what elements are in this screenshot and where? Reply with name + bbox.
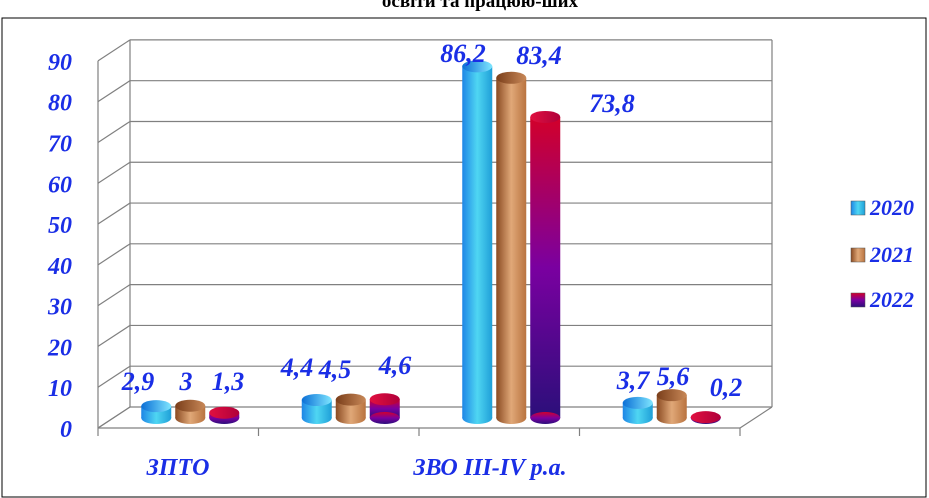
- bar-top-2022: [530, 110, 561, 123]
- bar-base-2021: [335, 412, 366, 424]
- x-category-label: ЗПТО: [146, 455, 210, 481]
- bar-2020: [462, 66, 493, 418]
- y-tick-label: 60: [48, 172, 72, 198]
- bar-top-2021: [496, 71, 527, 84]
- chart-title: освіти та працюю-ших: [382, 0, 579, 12]
- grid-line-slant: [97, 284, 131, 307]
- legend: 2020 2021 2022: [850, 195, 914, 312]
- grid-line-slant: [97, 324, 131, 347]
- bar-base-2021: [656, 412, 687, 424]
- data-label: 3,7: [616, 366, 651, 395]
- grid-line-slant: [97, 365, 131, 388]
- bar-2021: [496, 77, 527, 418]
- bar-base-2020: [141, 412, 172, 424]
- bar-top-2022: [209, 406, 240, 419]
- bar-top-2021: [335, 393, 366, 406]
- grid-line-slant: [97, 120, 131, 143]
- floor-right-edge: [739, 406, 773, 429]
- data-label: 83,4: [516, 41, 562, 70]
- y-tick-label: 20: [47, 335, 72, 361]
- y-tick-label: 90: [48, 50, 72, 76]
- data-label: 86,2: [440, 39, 486, 68]
- y-tick-label: 10: [48, 376, 72, 402]
- grid-line-slant: [97, 161, 131, 184]
- x-category-label: ЗВО III-IV р.а.: [412, 455, 566, 481]
- y-tick-label: 70: [48, 131, 72, 157]
- grid-line-slant: [97, 80, 131, 103]
- bar-base-2022: [530, 412, 561, 424]
- legend-swatch-2021: [850, 247, 866, 263]
- data-label: 0,2: [710, 373, 743, 402]
- y-tick-label: 50: [48, 213, 72, 239]
- y-tick-label: 40: [47, 254, 72, 280]
- data-label: 3: [179, 367, 193, 396]
- data-label: 4,5: [318, 355, 352, 384]
- legend-label: 2020: [869, 195, 914, 220]
- data-label: 1,3: [212, 367, 245, 396]
- data-label: 5,6: [657, 362, 690, 391]
- bar-base-2020: [462, 412, 493, 424]
- bar-top-2020: [301, 394, 332, 407]
- bar-base-2022: [369, 412, 400, 424]
- legend-label: 2021: [869, 242, 914, 267]
- grid-line-slant: [97, 39, 131, 62]
- bar-top-2020: [141, 400, 172, 413]
- axes: 0 10 20 30 40 50 60 70 80 90 ЗПТО ЗВО III-IV р.а.: [47, 39, 773, 481]
- data-label: 2,9: [121, 367, 155, 396]
- floor-left-edge: [97, 406, 131, 429]
- legend-swatch-2020: [850, 200, 866, 216]
- bars: [141, 60, 721, 424]
- legend-swatch-2022: [850, 292, 866, 308]
- y-tick-label: 0: [60, 417, 72, 443]
- bar-base-2021: [175, 412, 206, 424]
- bar-2022: [530, 116, 561, 419]
- bar-top-2021: [175, 399, 206, 412]
- data-label: 73,8: [589, 89, 635, 118]
- bar-base-2020: [622, 412, 653, 424]
- bar-base-2021: [496, 412, 527, 424]
- bar-top-2022: [369, 393, 400, 406]
- grid-line-slant: [97, 202, 131, 225]
- data-label: 4,6: [378, 351, 412, 380]
- data-labels: 2,9 4,4 86,2 3,7 3 4,5 83,4 5,6 1,3 4,6 73,8 0,2: [121, 39, 743, 402]
- bar-base-2020: [301, 412, 332, 424]
- data-label: 4,4: [280, 353, 314, 382]
- legend-label: 2022: [869, 287, 914, 312]
- bar-top-2021: [656, 389, 687, 402]
- y-tick-label: 30: [47, 295, 72, 321]
- bar-top-2022: [690, 411, 721, 424]
- grid-line-slant: [97, 243, 131, 266]
- bar-2021: [656, 395, 687, 418]
- y-tick-label: 80: [48, 91, 72, 117]
- bar-top-2020: [462, 60, 493, 73]
- bar-top-2020: [622, 396, 653, 409]
